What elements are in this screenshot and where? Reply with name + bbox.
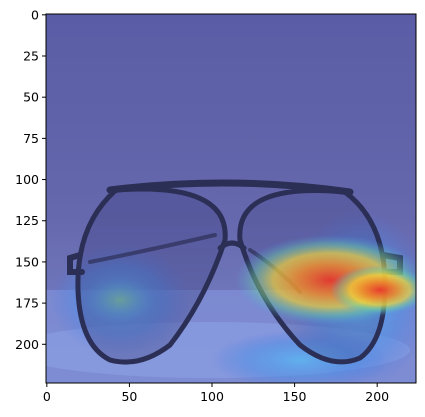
cool-region-bottom: [210, 330, 390, 383]
heatmap-image: [46, 14, 416, 383]
y-tick-label: 75: [23, 131, 39, 146]
y-tick-label: 50: [23, 90, 39, 105]
x-tick-label: 150: [283, 389, 307, 404]
bridge: [217, 240, 247, 251]
x-tick-label: 50: [121, 389, 137, 404]
x-tick-label: 100: [200, 389, 224, 404]
y-tick-label: 25: [23, 49, 39, 64]
x-tick-label: 0: [43, 389, 51, 404]
y-tick-label: 175: [15, 296, 39, 311]
hot-region-core: [330, 265, 416, 315]
green-region-left: [85, 278, 155, 322]
y-tick-label: 125: [15, 213, 39, 228]
plot-frame: [45, 13, 417, 384]
left-temple: [67, 252, 85, 275]
y-tick-label: 100: [15, 172, 39, 187]
x-tick-label: 200: [365, 389, 389, 404]
left-arm: [88, 233, 217, 264]
y-axis: 0 25 50 75 100 125 150 175 200: [15, 7, 46, 352]
y-tick-label: 200: [15, 337, 39, 352]
x-axis: 0 50 100 150 200: [43, 383, 389, 404]
y-tick-label: 0: [31, 7, 39, 22]
y-tick-label: 150: [15, 254, 39, 269]
